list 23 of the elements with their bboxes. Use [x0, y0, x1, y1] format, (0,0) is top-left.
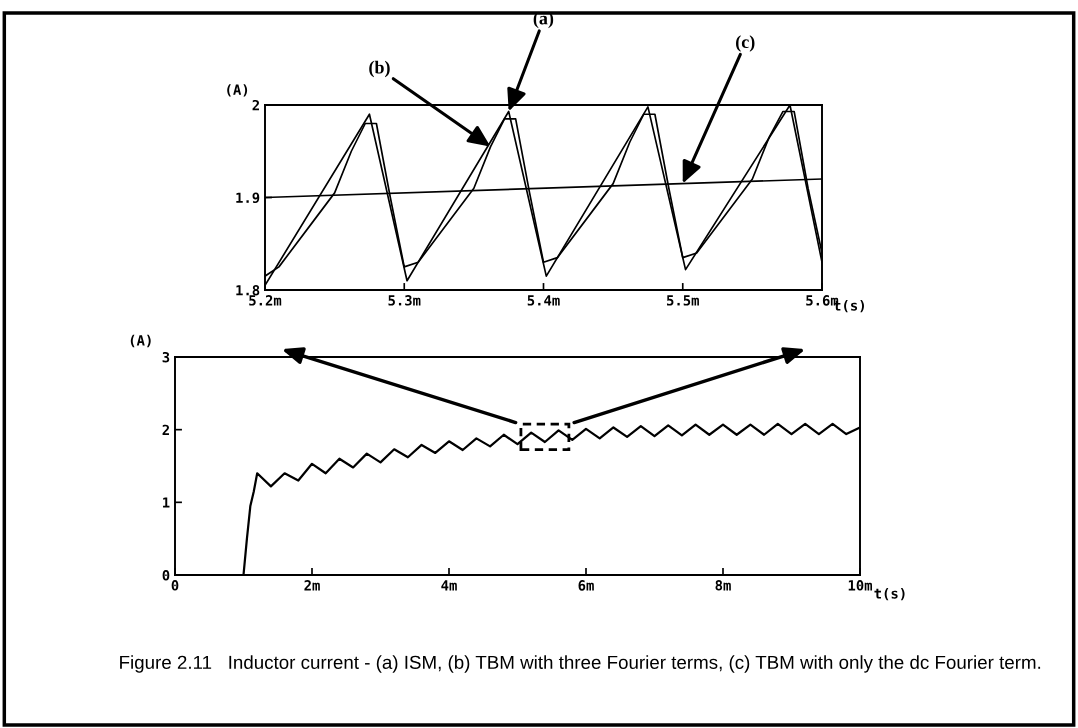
x-tick-label: 6m [578, 580, 594, 591]
x-tick-label: 4m [441, 580, 457, 591]
x-tick-label: 10m [848, 580, 873, 591]
x-tick-label: 5.5m [667, 295, 699, 306]
y-tick-label: 0 [162, 569, 170, 581]
x-axis-title: t(s) [874, 587, 905, 601]
annotation: (c) [736, 35, 755, 52]
y-axis-title: (A) [130, 334, 151, 348]
y-tick-label: 1.9 [236, 192, 260, 204]
y-tick-label: 3 [162, 351, 170, 363]
x-tick-label: 8m [715, 580, 731, 591]
caption: Figure 2.11 Inductor current - (a) ISM, (b) TBM with three Fourier terms, (c) TBM with only the dc Fourier term. [120, 655, 1041, 673]
y-axis-title: (A) [227, 84, 248, 97]
x-tick-label: 0 [171, 580, 179, 591]
y-tick-label: 1 [163, 497, 170, 508]
y-tick-label: 2 [252, 99, 259, 111]
x-tick-label: 5.4m [527, 295, 560, 306]
x-tick-label: 5.3m [388, 295, 421, 306]
x-tick-label: 2m [304, 580, 320, 591]
annotation: (b) [369, 60, 390, 78]
y-tick-label: 2 [162, 424, 169, 435]
y-tick-label: 1.8 [236, 284, 260, 296]
x-tick-label: 5.2m [249, 295, 282, 306]
